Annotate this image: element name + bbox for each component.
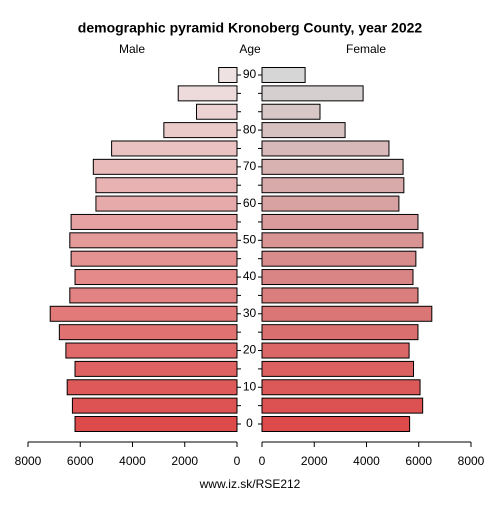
y-tick-label: 60: [243, 196, 257, 210]
axis-label: Age: [239, 42, 261, 56]
female-bar: [261, 232, 424, 249]
x-tick-label: 0: [234, 454, 241, 468]
female-bar: [261, 140, 390, 157]
x-tick-label: 4000: [119, 454, 146, 468]
x-tick-label: 8000: [458, 454, 485, 468]
female-bar: [261, 342, 410, 359]
x-tick-label: 2000: [171, 454, 198, 468]
male-bar: [74, 269, 238, 286]
male-bar: [163, 122, 238, 139]
male-bar: [66, 379, 238, 396]
y-tick-label: 20: [243, 343, 257, 357]
male-bar: [218, 67, 238, 83]
female-bar: [261, 158, 404, 175]
male-bar: [74, 416, 238, 432]
male-bar: [65, 342, 238, 359]
male-bar: [196, 103, 238, 120]
female-bar: [261, 360, 415, 377]
legend-male: Male: [119, 42, 145, 56]
female-bar: [261, 287, 419, 304]
y-tick-label: 90: [243, 67, 257, 81]
male-bar: [69, 287, 238, 304]
x-tick-label: 6000: [67, 454, 94, 468]
male-bar: [58, 324, 238, 341]
male-bar: [71, 397, 238, 414]
x-tick-label: 0: [259, 454, 266, 468]
female-bar: [261, 67, 306, 83]
female-bar: [261, 85, 364, 102]
female-bar: [261, 177, 405, 194]
y-tick-label: 40: [243, 269, 257, 283]
chart-title: demographic pyramid Kronoberg County, ye…: [78, 20, 423, 36]
female-bar: [261, 250, 417, 267]
x-tick-label: 8000: [15, 454, 42, 468]
female-bar: [261, 122, 346, 139]
male-bar: [95, 195, 238, 212]
footer: www.iz.sk/RSE212: [199, 477, 301, 491]
female-bar: [261, 416, 411, 432]
y-tick-label: 30: [243, 306, 257, 320]
male-bar: [92, 158, 238, 175]
male-bar: [74, 360, 238, 377]
female-bar: [261, 195, 400, 212]
male-bar: [70, 213, 238, 230]
female-bar: [261, 269, 414, 286]
y-tick-label: 50: [243, 232, 257, 246]
male-bar: [111, 140, 238, 157]
male-bar: [70, 250, 238, 267]
female-bar: [261, 324, 419, 341]
y-tick-label: 0: [246, 416, 253, 430]
female-bar: [261, 103, 321, 120]
x-tick-label: 2000: [301, 454, 328, 468]
female-bar: [261, 213, 419, 230]
male-bar: [177, 85, 238, 102]
y-tick-label: 80: [243, 122, 257, 136]
male-bar: [95, 177, 238, 194]
male-bar: [49, 305, 238, 322]
male-bar: [69, 232, 238, 249]
y-tick-label: 70: [243, 159, 257, 173]
female-bar: [261, 379, 421, 396]
female-bar: [261, 397, 424, 414]
x-tick-label: 6000: [405, 454, 432, 468]
legend-female: Female: [346, 42, 386, 56]
female-bar: [261, 305, 433, 322]
y-tick-label: 10: [243, 379, 257, 393]
x-tick-label: 4000: [353, 454, 380, 468]
